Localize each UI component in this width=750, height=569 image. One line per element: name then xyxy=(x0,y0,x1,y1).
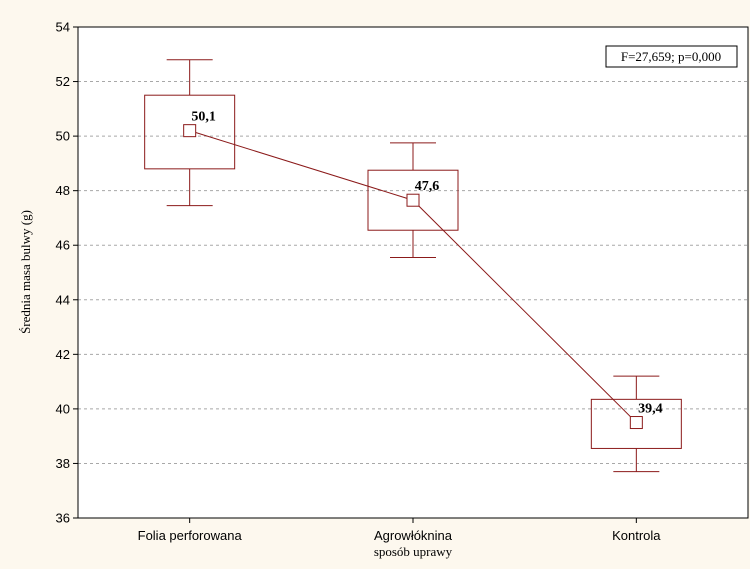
box xyxy=(144,94,236,170)
y-tick-label: 48 xyxy=(56,183,70,198)
series: 50,1 47,6 39,4 xyxy=(144,59,682,473)
y-tick-label: 36 xyxy=(56,511,70,526)
plot-frame xyxy=(77,26,749,519)
y-tick-label: 38 xyxy=(56,456,70,471)
box xyxy=(367,169,459,231)
y-axis: 36 38 40 42 44 46 48 50 52 54 xyxy=(56,20,78,526)
y-tick-label: 52 xyxy=(56,74,70,89)
data-label: 39,4 xyxy=(638,402,663,417)
y-tick-label: 46 xyxy=(56,238,70,253)
x-axis-title: sposób uprawy xyxy=(374,544,453,559)
mean-marker xyxy=(629,416,643,430)
box xyxy=(590,398,682,449)
stat-annotation-box xyxy=(605,45,738,68)
data-label: 50,1 xyxy=(191,110,216,125)
y-tick-label: 42 xyxy=(56,347,70,362)
x-tick-label: Folia perforowana xyxy=(138,528,243,543)
data-label: 47,6 xyxy=(415,179,440,194)
x-tick-label: Agrowłóknina xyxy=(374,528,453,543)
y-tick-label: 54 xyxy=(56,20,70,35)
x-axis: Folia perforowana Agrowłóknina Kontrola xyxy=(138,518,661,543)
x-tick-label: Kontrola xyxy=(612,528,661,543)
stat-annotation: F=27,659; p=0,000 xyxy=(605,45,738,68)
stat-annotation-text: F=27,659; p=0,000 xyxy=(621,49,721,64)
y-tick-label: 44 xyxy=(56,292,70,307)
y-tick-label: 50 xyxy=(56,129,70,144)
y-tick-label: 40 xyxy=(56,401,70,416)
mean-marker xyxy=(406,193,420,207)
mean-marker xyxy=(183,124,197,138)
plot-area xyxy=(78,27,748,518)
y-axis-title: Średnia masa bulwy (g) xyxy=(18,210,33,334)
